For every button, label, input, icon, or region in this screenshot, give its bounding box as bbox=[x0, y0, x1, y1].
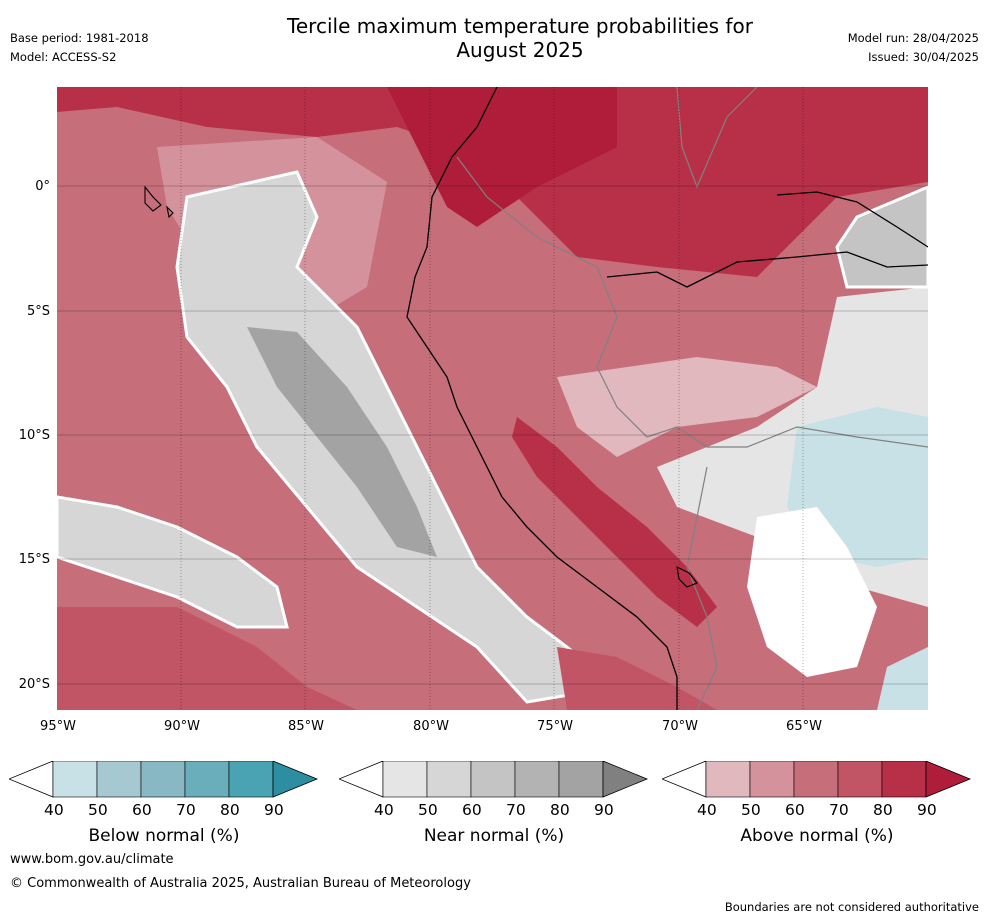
copyright-notice: © Commonwealth of Australia 2025, Austra… bbox=[10, 876, 471, 891]
country-borders-north bbox=[676, 87, 758, 189]
country-borders bbox=[456, 156, 928, 448]
near-normal-colorbar bbox=[339, 761, 649, 798]
boundaries-disclaimer: Boundaries are not considered authoritat… bbox=[724, 900, 979, 914]
below-normal-title: Below normal (%) bbox=[88, 826, 240, 846]
above-normal-80-north bbox=[57, 87, 928, 277]
below-tick-60: 60 bbox=[132, 801, 152, 819]
title-line-2: August 2025 bbox=[456, 38, 584, 62]
above-normal-80-coastal bbox=[512, 417, 717, 627]
near-tick-60: 60 bbox=[462, 801, 482, 819]
near-normal-southwest bbox=[57, 495, 289, 629]
bom-url: www.bom.gov.au/climate bbox=[10, 852, 174, 867]
lat-label-10s: 10°S bbox=[18, 428, 50, 443]
above-normal-title: Above normal (%) bbox=[740, 826, 894, 846]
lat-label-20s: 20°S bbox=[18, 677, 50, 692]
near-tick-70: 70 bbox=[506, 801, 526, 819]
above-tick-80: 80 bbox=[873, 801, 893, 819]
model-run-label: Model run: 28/04/2025 bbox=[847, 31, 979, 45]
lon-label-75w: 75°W bbox=[537, 719, 573, 734]
above-tick-60: 60 bbox=[785, 801, 805, 819]
near-tick-90: 90 bbox=[594, 801, 614, 819]
lat-label-5s: 5°S bbox=[26, 304, 50, 319]
issued-label: Issued: 30/04/2025 bbox=[868, 50, 979, 64]
above-normal-colorbar bbox=[662, 761, 972, 798]
amazon-river-coast bbox=[606, 251, 928, 288]
near-normal-title: Near normal (%) bbox=[423, 826, 565, 846]
lon-label-95w: 95°W bbox=[40, 719, 76, 734]
country-borders-south bbox=[686, 466, 718, 710]
below-tick-40: 40 bbox=[44, 801, 64, 819]
above-tick-40: 40 bbox=[697, 801, 717, 819]
below-tick-50: 50 bbox=[88, 801, 108, 819]
model-label: Model: ACCESS-S2 bbox=[10, 50, 117, 64]
galapagos-islands bbox=[144, 185, 162, 212]
lon-label-85w: 85°W bbox=[288, 719, 324, 734]
lat-label-0: 0° bbox=[35, 179, 50, 194]
below-tick-80: 80 bbox=[220, 801, 240, 819]
near-normal-northeast bbox=[835, 185, 928, 289]
below-normal-colorbar bbox=[9, 761, 319, 798]
no-signal-white-area bbox=[747, 507, 877, 677]
lon-label-90w: 90°W bbox=[164, 719, 200, 734]
above-tick-50: 50 bbox=[741, 801, 761, 819]
probability-map bbox=[57, 87, 928, 710]
near-tick-80: 80 bbox=[550, 801, 570, 819]
below-tick-90: 90 bbox=[264, 801, 284, 819]
map-title: Tercile maximum temperature probabilitie… bbox=[0, 14, 988, 62]
above-normal-40-interior bbox=[557, 357, 817, 457]
base-period-label: Base period: 1981-2018 bbox=[10, 31, 149, 45]
below-normal-southeast bbox=[877, 647, 928, 710]
near-tick-40: 40 bbox=[374, 801, 394, 819]
lat-label-15s: 15°S bbox=[18, 552, 50, 567]
near-tick-50: 50 bbox=[418, 801, 438, 819]
near-normal-70-core bbox=[247, 327, 437, 557]
above-normal-70-south bbox=[57, 607, 357, 710]
title-line-1: Tercile maximum temperature probabilitie… bbox=[287, 14, 753, 38]
lon-label-80w: 80°W bbox=[413, 719, 449, 734]
above-normal-90-north bbox=[387, 87, 617, 227]
lake-titicaca bbox=[676, 566, 698, 588]
lon-label-70w: 70°W bbox=[662, 719, 698, 734]
below-tick-70: 70 bbox=[176, 801, 196, 819]
coastline bbox=[406, 87, 678, 710]
galapagos-island-small bbox=[166, 205, 174, 219]
lon-label-65w: 65°W bbox=[786, 719, 822, 734]
above-tick-70: 70 bbox=[829, 801, 849, 819]
above-tick-90: 90 bbox=[917, 801, 937, 819]
northeast-coast bbox=[776, 191, 928, 248]
